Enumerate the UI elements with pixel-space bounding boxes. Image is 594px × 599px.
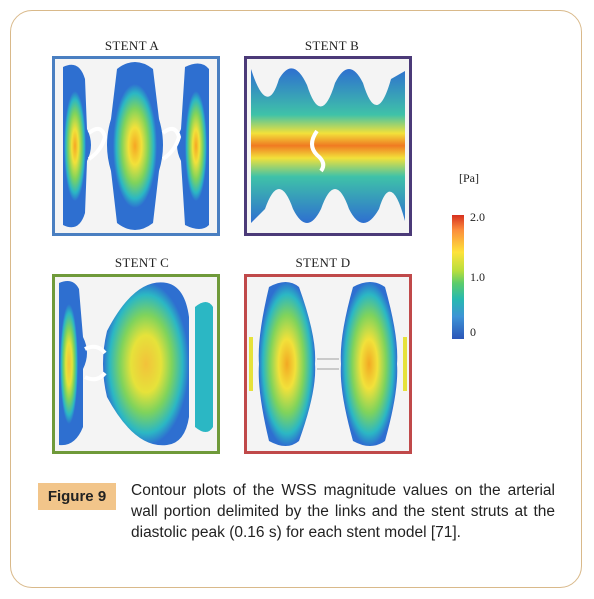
contour-plot-stent-c — [52, 274, 220, 454]
colorbar-tick-min: 0 — [470, 325, 476, 339]
panel-title-stent-b: STENT B — [304, 38, 360, 53]
panel-title-stent-d: STENT D — [295, 255, 351, 270]
panel-title-stent-c: STENT C — [114, 255, 170, 270]
colorbar-tick-max: 2.0 — [470, 210, 485, 224]
panel-title-stent-a: STENT A — [104, 38, 160, 53]
contour-plot-stent-b — [244, 56, 412, 236]
figure-label: Figure 9 — [38, 483, 116, 510]
contour-plot-stent-a — [52, 56, 220, 236]
contour-plot-stent-d — [244, 274, 412, 454]
figure-caption: Contour plots of the WSS magnitude value… — [131, 482, 555, 541]
colorbar-tick-mid: 1.0 — [470, 270, 485, 284]
colorbar — [452, 215, 464, 339]
colorbar-unit-label: [Pa] — [459, 171, 479, 185]
